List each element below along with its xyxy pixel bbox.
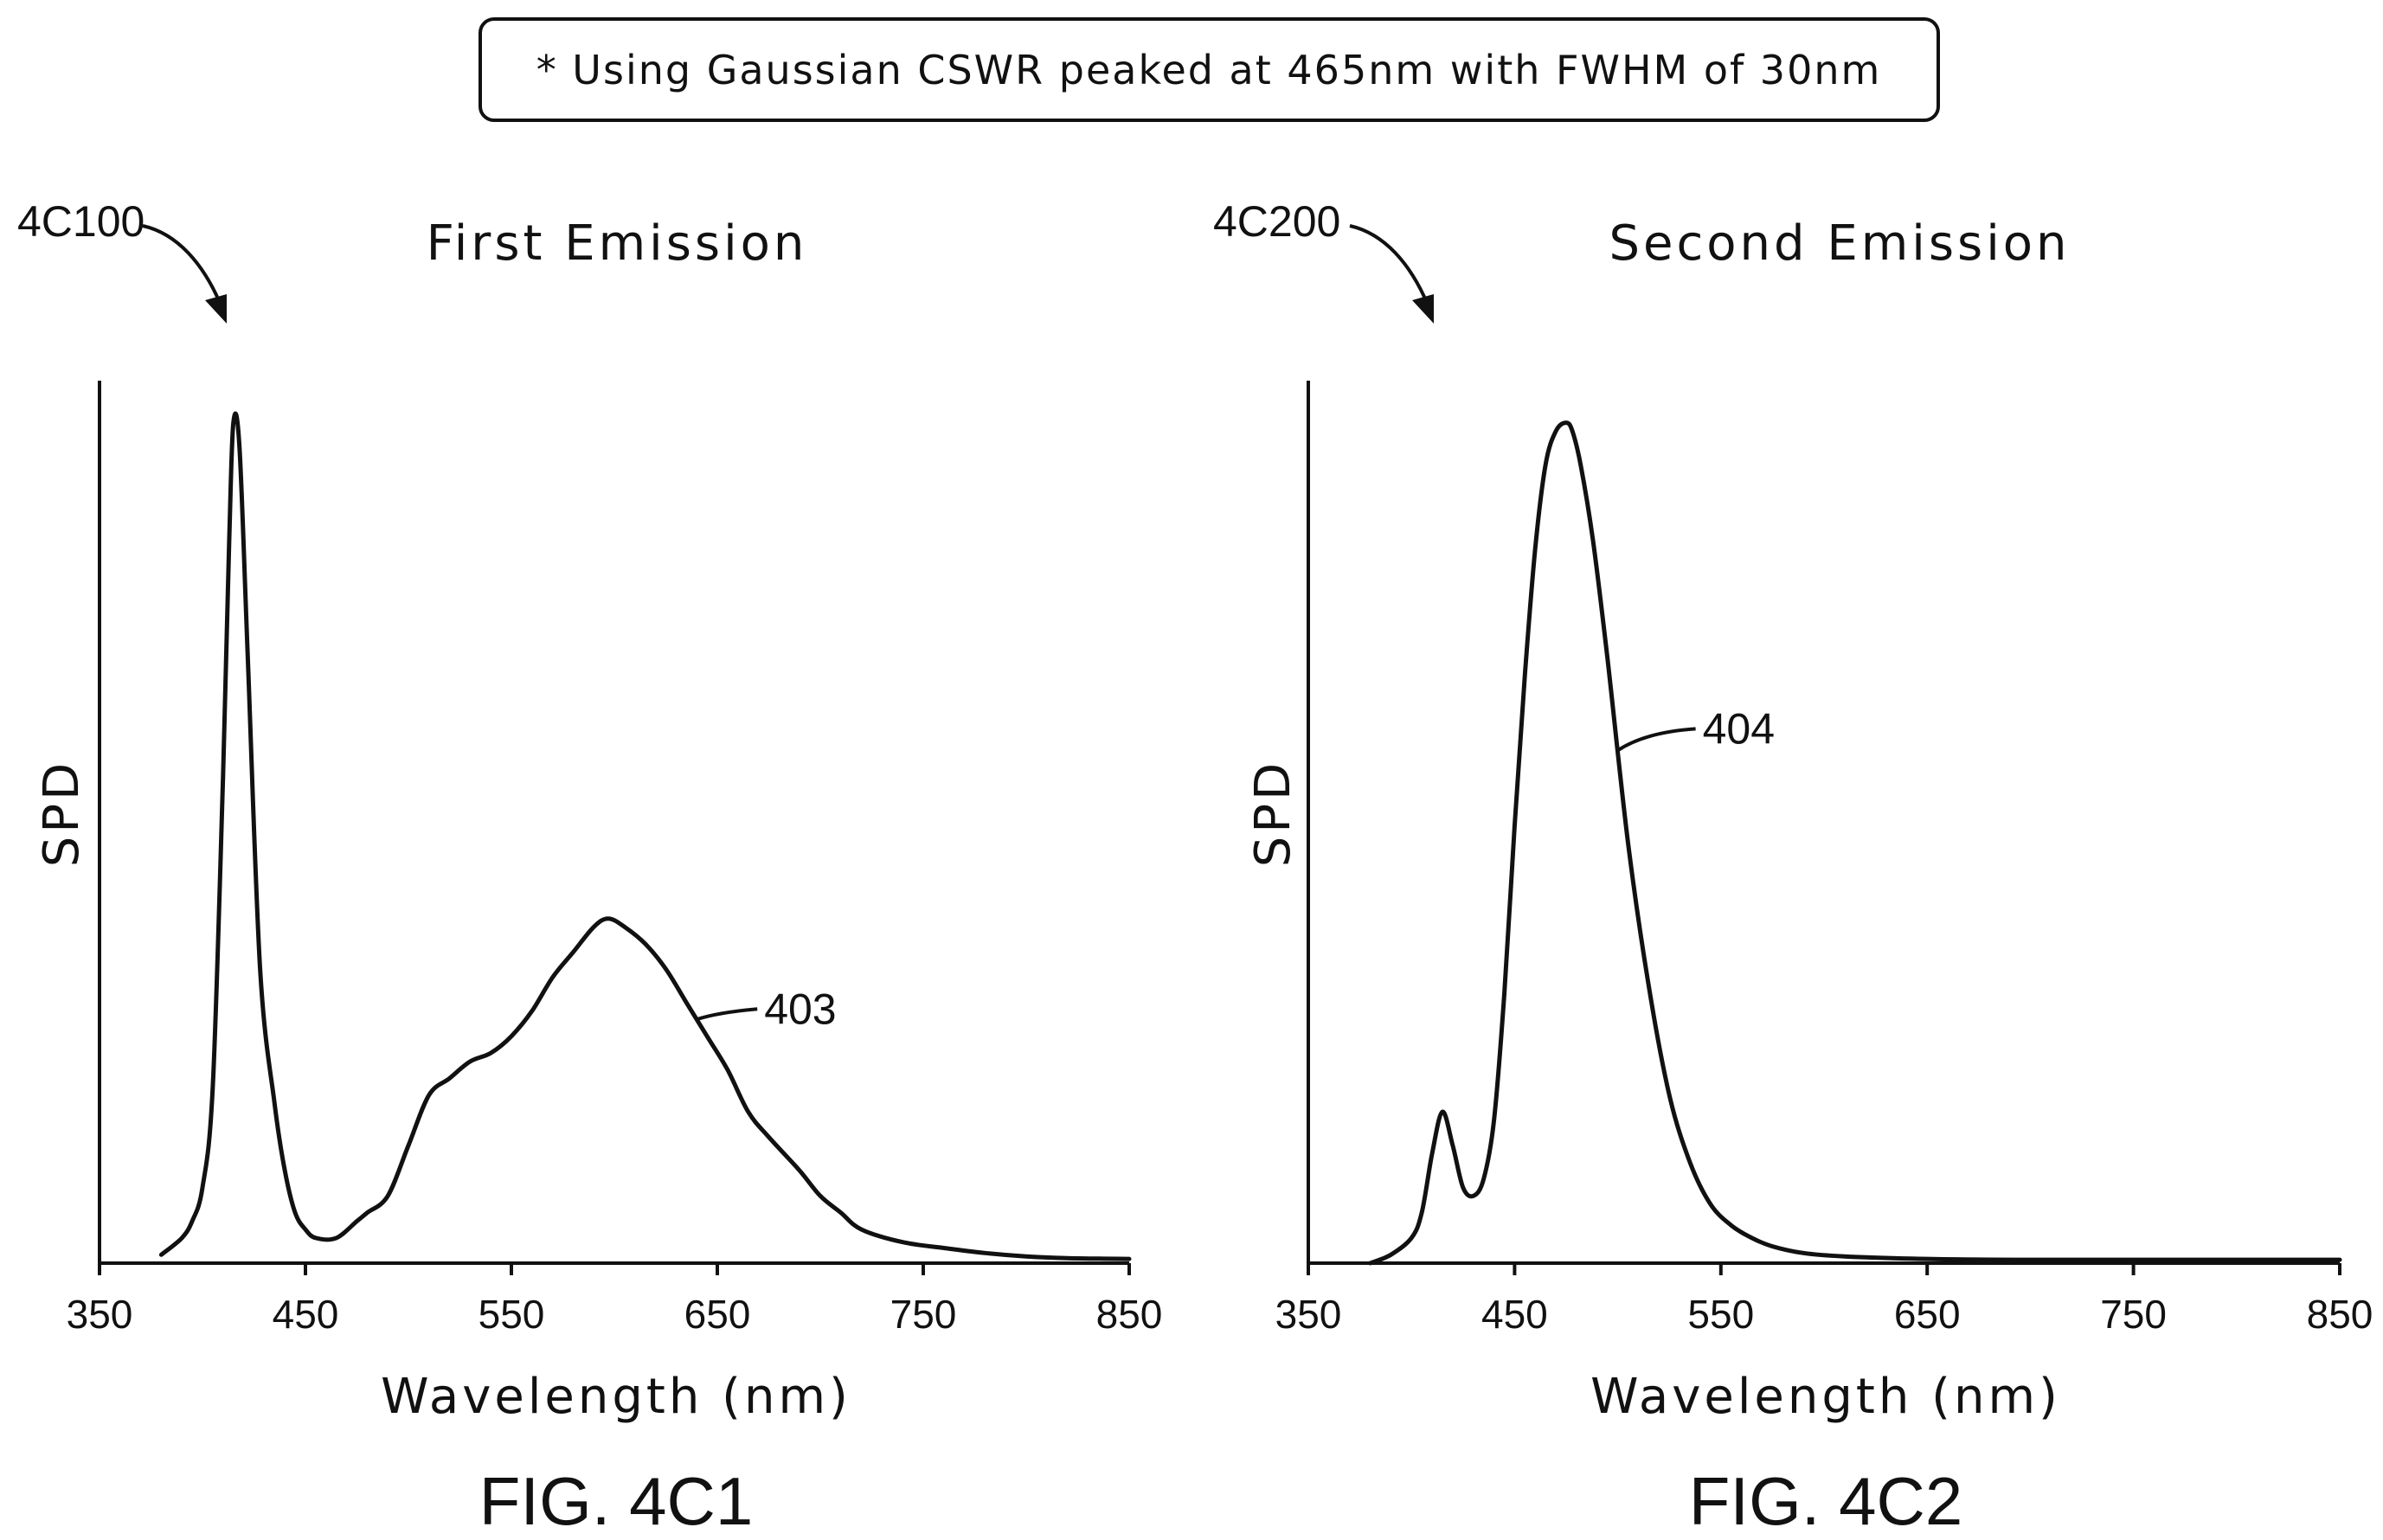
x-tick-label: 650 <box>684 1292 751 1337</box>
note-box: * Using Gaussian CSWR peaked at 465nm wi… <box>479 17 1940 122</box>
x-tick-label: 450 <box>273 1292 339 1337</box>
chart-title: Second Emission <box>1609 215 2070 272</box>
x-tick-label: 650 <box>1894 1292 1961 1337</box>
series-curve <box>158 411 1132 1261</box>
x-tick-label: 550 <box>479 1292 545 1337</box>
x-tick-label: 750 <box>890 1292 957 1337</box>
y-axis-label: SPD <box>1245 760 1301 867</box>
ref-arrow <box>1349 224 1429 305</box>
curve-label: 404 <box>1703 704 1775 753</box>
series-curve <box>1368 420 2342 1266</box>
ref-arrowhead <box>1412 294 1434 324</box>
x-tick-label: 350 <box>1275 1292 1342 1337</box>
x-tick-label: 750 <box>2100 1292 2167 1337</box>
x-tick-labels: 350 450 550 650 750 850 <box>1275 1292 2373 1337</box>
figure-caption: FIG. 4C1 <box>479 1463 753 1539</box>
chart-first-emission: 4C100 First Emission SPD Wavelength (nm)… <box>17 197 1162 1539</box>
axes <box>98 381 1131 1275</box>
x-tick-label: 550 <box>1687 1292 1754 1337</box>
x-axis-label: Wavelength (nm) <box>381 1369 851 1425</box>
note-frame <box>479 17 1940 122</box>
curve-callout: 404 <box>1616 704 1775 753</box>
y-axis-label: SPD <box>34 760 90 867</box>
series-group <box>1368 420 2342 1266</box>
note-text: * Using Gaussian CSWR peaked at 465nm wi… <box>536 47 1882 93</box>
x-tick-label: 850 <box>1096 1292 1163 1337</box>
curve-label: 403 <box>764 985 836 1033</box>
x-tick-label: 450 <box>1481 1292 1548 1337</box>
curve-callout: 403 <box>696 985 837 1033</box>
figure-ref-label: 4C200 <box>1213 197 1340 246</box>
figure-ref-label: 4C100 <box>17 197 145 246</box>
x-tick-label: 350 <box>67 1292 133 1337</box>
axes <box>1307 381 2341 1275</box>
x-axis-label: Wavelength (nm) <box>1590 1369 2061 1425</box>
chart-second-emission: 4C200 Second Emission SPD Wavelength (nm… <box>1213 197 2373 1539</box>
ref-arrowhead <box>205 294 227 324</box>
curve-leader-line <box>1616 727 1696 753</box>
curve-leader-line <box>696 1007 758 1022</box>
figure-caption: FIG. 4C2 <box>1689 1463 1962 1539</box>
x-tick-label: 850 <box>2307 1292 2373 1337</box>
ref-arrow <box>142 224 222 305</box>
x-tick-labels: 350 450 550 650 750 850 <box>67 1292 1163 1337</box>
series-group <box>158 411 1132 1261</box>
chart-title: First Emission <box>427 215 808 272</box>
